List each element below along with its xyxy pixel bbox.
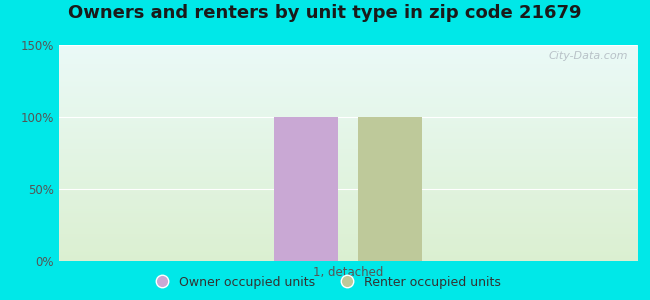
Text: City-Data.com: City-Data.com <box>549 52 629 61</box>
Text: Owners and renters by unit type in zip code 21679: Owners and renters by unit type in zip c… <box>68 4 582 22</box>
Bar <box>358 117 421 261</box>
Legend: Owner occupied units, Renter occupied units: Owner occupied units, Renter occupied un… <box>144 271 506 294</box>
Bar <box>274 117 337 261</box>
